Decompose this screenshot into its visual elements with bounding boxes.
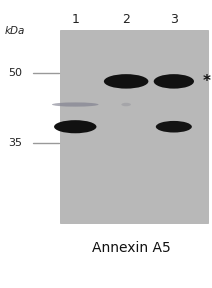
Text: 3: 3 xyxy=(170,13,178,26)
Text: 2: 2 xyxy=(122,13,130,26)
Ellipse shape xyxy=(156,121,192,132)
Ellipse shape xyxy=(54,120,96,133)
Text: *: * xyxy=(203,74,211,89)
Text: 35: 35 xyxy=(8,138,22,147)
Text: Annexin A5: Annexin A5 xyxy=(92,241,171,255)
Ellipse shape xyxy=(121,103,131,106)
Text: 1: 1 xyxy=(71,13,79,26)
Ellipse shape xyxy=(52,103,99,107)
Text: 50: 50 xyxy=(8,69,22,78)
Ellipse shape xyxy=(154,74,194,89)
Ellipse shape xyxy=(104,74,148,89)
Text: kDa: kDa xyxy=(4,26,25,36)
Bar xyxy=(60,30,208,223)
